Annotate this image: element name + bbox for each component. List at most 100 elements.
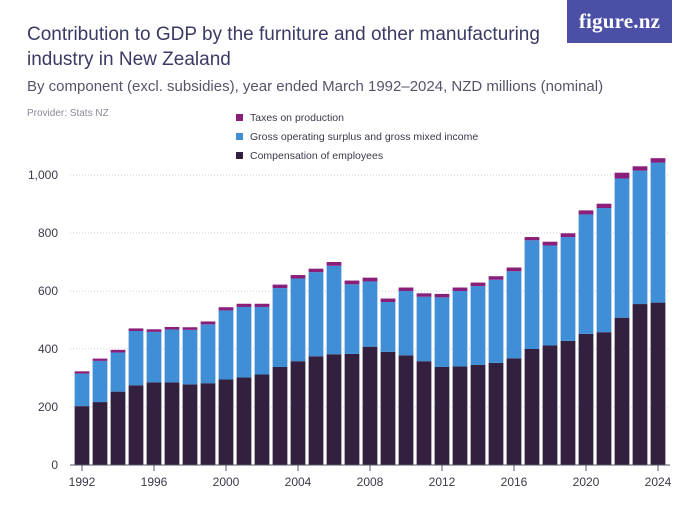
bar-segment xyxy=(254,303,270,307)
bar-segment xyxy=(182,329,198,385)
bar-segment xyxy=(614,317,630,465)
bar-segment xyxy=(452,287,468,291)
y-tick-label: 800 xyxy=(38,226,58,240)
bar-segment xyxy=(110,349,126,353)
bar-segment xyxy=(524,237,540,241)
bar-segment xyxy=(200,324,216,384)
legend-label-taxes: Taxes on production xyxy=(250,111,344,124)
bar-segment xyxy=(578,333,594,465)
bar-segment xyxy=(380,351,396,465)
bar-segment xyxy=(74,406,90,465)
bar-segment xyxy=(344,280,360,285)
bar-segment xyxy=(488,276,504,280)
bar-segment xyxy=(182,327,198,330)
bar-segment xyxy=(146,329,162,332)
x-tick-label: 2012 xyxy=(429,475,456,489)
bar-segment xyxy=(200,321,216,325)
bar-segment xyxy=(92,360,108,403)
y-tick-label: 200 xyxy=(38,400,58,414)
y-tick-label: 1,000 xyxy=(28,168,58,182)
bar-segment xyxy=(128,385,144,465)
x-tick-label: 2008 xyxy=(357,475,384,489)
bar-segment xyxy=(236,303,252,307)
bar-segment xyxy=(416,296,432,362)
bar-segment xyxy=(218,379,234,465)
bar-segment xyxy=(236,306,252,378)
bar-segment xyxy=(272,288,288,367)
bar-segment xyxy=(164,382,180,465)
x-tick-label: 2024 xyxy=(645,475,672,489)
bar-segment xyxy=(182,384,198,465)
bar-segment xyxy=(128,328,144,332)
bar-segment xyxy=(290,278,306,362)
bar-segment xyxy=(272,366,288,465)
bar-segment xyxy=(92,358,108,361)
bar-segment xyxy=(326,262,342,266)
bar-segment xyxy=(380,298,396,303)
x-tick-label: 2000 xyxy=(213,475,240,489)
bar-segment xyxy=(164,326,180,330)
bar-segment xyxy=(362,346,378,465)
bar-segment xyxy=(542,345,558,465)
y-tick-label: 400 xyxy=(38,342,58,356)
bar-segment xyxy=(614,172,630,179)
x-tick-label: 2016 xyxy=(501,475,528,489)
bar-segment xyxy=(650,302,666,465)
bar-segment xyxy=(146,382,162,465)
bar-segment xyxy=(416,361,432,465)
figure-nz-logo[interactable]: figure.nz xyxy=(567,0,672,43)
bar-segment xyxy=(506,271,522,359)
bar-segment xyxy=(470,286,486,365)
bar-segment xyxy=(578,210,594,215)
y-tick-label: 0 xyxy=(51,458,58,472)
bar-segment xyxy=(650,158,666,163)
bar-segment xyxy=(308,272,324,357)
provider-label: Provider: Stats NZ xyxy=(27,108,109,119)
x-tick-label: 1992 xyxy=(69,475,96,489)
bar-segment xyxy=(326,354,342,465)
legend-item-taxes: Taxes on production xyxy=(236,108,478,127)
bar-segment xyxy=(434,293,450,298)
bar-segment xyxy=(560,340,576,465)
chart-subtitle: By component (excl. subsidies), year end… xyxy=(27,78,604,95)
bar-segment xyxy=(416,293,432,297)
bar-segment xyxy=(434,297,450,367)
bar-segment xyxy=(110,352,126,392)
bar-segment xyxy=(74,373,90,407)
bar-segment xyxy=(632,170,648,305)
legend-swatch-surplus xyxy=(236,133,243,140)
bar-segment xyxy=(452,291,468,367)
bar-segment xyxy=(524,349,540,465)
bar-segment xyxy=(650,162,666,303)
bar-segment xyxy=(524,240,540,349)
bar-segment xyxy=(362,281,378,347)
bar-segment xyxy=(434,366,450,465)
bar-segment xyxy=(308,268,324,273)
bar-segment xyxy=(398,291,414,356)
bar-segment xyxy=(470,364,486,465)
x-tick-label: 1996 xyxy=(141,475,168,489)
bar-segment xyxy=(344,353,360,465)
bar-segment xyxy=(164,329,180,383)
bar-segment xyxy=(470,282,486,287)
bar-segment xyxy=(452,366,468,465)
bar-segment xyxy=(254,374,270,465)
legend-item-compensation: Compensation of employees xyxy=(236,146,478,165)
bar-segment xyxy=(362,277,378,282)
bar-segment xyxy=(542,241,558,246)
bar-segment xyxy=(128,331,144,386)
bar-segment xyxy=(596,208,612,333)
bar-segment xyxy=(560,233,576,238)
bar-segment xyxy=(506,358,522,465)
bar-segment xyxy=(398,287,414,291)
bar-segment xyxy=(290,275,306,279)
bar-segment xyxy=(614,178,630,318)
bar-segment xyxy=(380,302,396,352)
bar-segment xyxy=(200,383,216,465)
legend-swatch-taxes xyxy=(236,114,243,121)
legend-item-surplus: Gross operating surplus and gross mixed … xyxy=(236,127,478,146)
bar-segment xyxy=(74,371,90,374)
bar-segment xyxy=(398,355,414,465)
chart-legend: Taxes on production Gross operating surp… xyxy=(236,108,478,165)
bar-segment xyxy=(506,267,522,272)
